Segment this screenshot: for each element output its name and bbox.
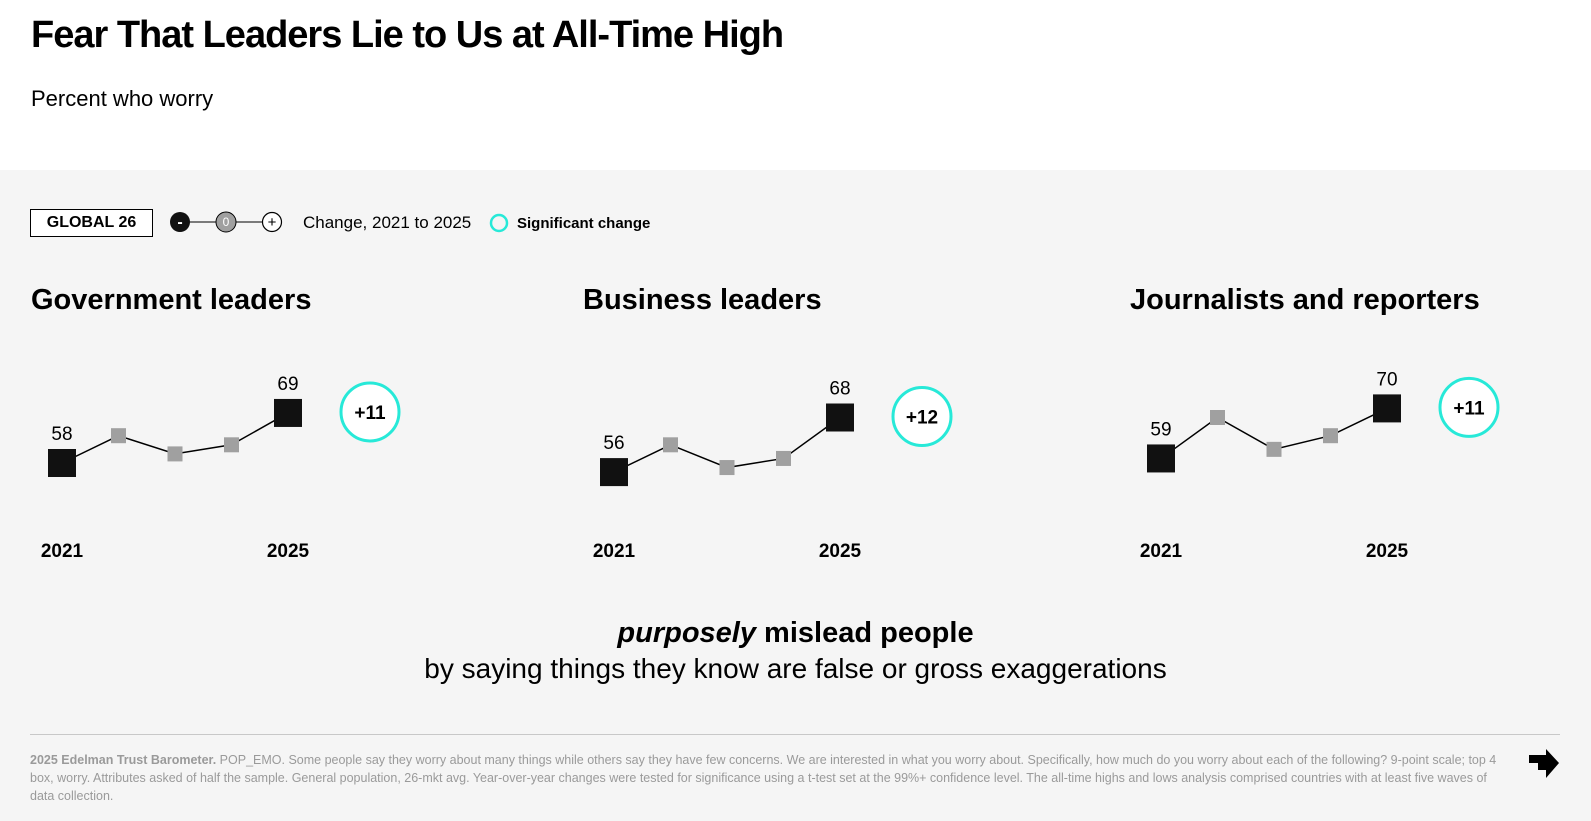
data-label: 68 <box>829 379 850 400</box>
data-point <box>663 437 678 453</box>
page-subtitle: Percent who worry <box>31 86 214 111</box>
x-tick-label: 2021 <box>41 541 84 562</box>
x-tick-label: 2025 <box>1366 541 1409 562</box>
chart-business-leaders: Business leaders 56 68 2021 2025 +12 <box>583 170 1103 590</box>
endpoint-marker <box>274 398 302 427</box>
endpoint-marker <box>48 449 76 477</box>
chart-title: Business leaders <box>583 284 822 316</box>
endpoint-marker <box>826 403 854 432</box>
chart-plot: 59 70 2021 2025 +11 <box>1140 369 1500 562</box>
caption-headline-rest: mislead people <box>756 617 974 649</box>
data-point <box>1210 410 1225 425</box>
page-title: Fear That Leaders Lie to Us at All-Time … <box>31 14 784 56</box>
change-period-label: Change, 2021 to 2025 <box>303 213 472 232</box>
x-tick-label: 2025 <box>267 541 310 562</box>
caption-emphasis: purposely <box>617 617 756 649</box>
scale-minus: - <box>177 214 182 231</box>
data-label: 56 <box>603 433 624 454</box>
data-label: 59 <box>1150 419 1171 440</box>
change-badge-label: +11 <box>1453 398 1485 419</box>
data-point <box>167 446 183 462</box>
change-badge-label: +12 <box>906 408 938 429</box>
data-point <box>111 428 126 444</box>
data-point <box>224 437 239 453</box>
caption-subline: by saying things they know are false or … <box>424 653 1167 684</box>
change-badge-circle <box>891 386 953 447</box>
scale-zero: 0 <box>223 215 230 229</box>
chart-plot: 56 68 2021 2025 +12 <box>593 379 953 562</box>
content-panel: GLOBAL 26 - 0 + Change, 2021 to 2025 Sig… <box>0 170 1591 821</box>
scale-plus: + <box>268 214 277 231</box>
minus-zero-plus-scale-icon: - 0 + <box>170 211 283 233</box>
footnote-source: 2025 Edelman Trust Barometer. <box>30 753 217 767</box>
data-label: 70 <box>1376 369 1397 390</box>
global-filter-button[interactable]: GLOBAL 26 <box>30 209 153 237</box>
chart-government-leaders: Government leaders 58 69 2021 2025 +11 <box>31 170 551 590</box>
data-point <box>1323 428 1338 444</box>
footnote: 2025 Edelman Trust Barometer. POP_EMO. S… <box>30 751 1505 805</box>
x-tick-label: 2021 <box>593 541 636 562</box>
endpoint-marker <box>600 458 628 487</box>
footer-divider <box>30 734 1560 735</box>
teal-circle-icon <box>489 213 509 233</box>
chart-title: Journalists and reporters <box>1130 284 1480 316</box>
x-tick-label: 2021 <box>1140 541 1183 562</box>
chart-plot: 58 69 2021 2025 +11 <box>41 374 401 562</box>
legend-row: GLOBAL 26 - 0 + Change, 2021 to 2025 Sig… <box>0 170 1591 250</box>
change-badge-circle <box>339 381 401 443</box>
chart-title: Government leaders <box>31 284 312 316</box>
footnote-text: POP_EMO. Some people say they worry abou… <box>30 753 1497 803</box>
caption-headline: purposely mislead people <box>0 617 1591 650</box>
chart-journalists-and-reporters: Journalists and reporters 59 70 2021 2025 +1… <box>1130 170 1591 590</box>
data-label: 58 <box>51 424 72 445</box>
data-label: 69 <box>277 374 298 395</box>
change-badge-circle <box>1438 376 1500 438</box>
data-point <box>1266 441 1282 457</box>
data-point <box>719 460 735 476</box>
arrow-right-down-icon[interactable] <box>1527 748 1561 782</box>
data-point <box>776 450 791 466</box>
change-badge-label: +11 <box>354 403 386 424</box>
x-tick-label: 2025 <box>819 541 862 562</box>
endpoint-marker <box>1373 394 1401 423</box>
endpoint-marker <box>1147 444 1175 473</box>
header: Fear That Leaders Lie to Us at All-Time … <box>0 0 1591 170</box>
significant-change-label: Significant change <box>517 215 651 232</box>
